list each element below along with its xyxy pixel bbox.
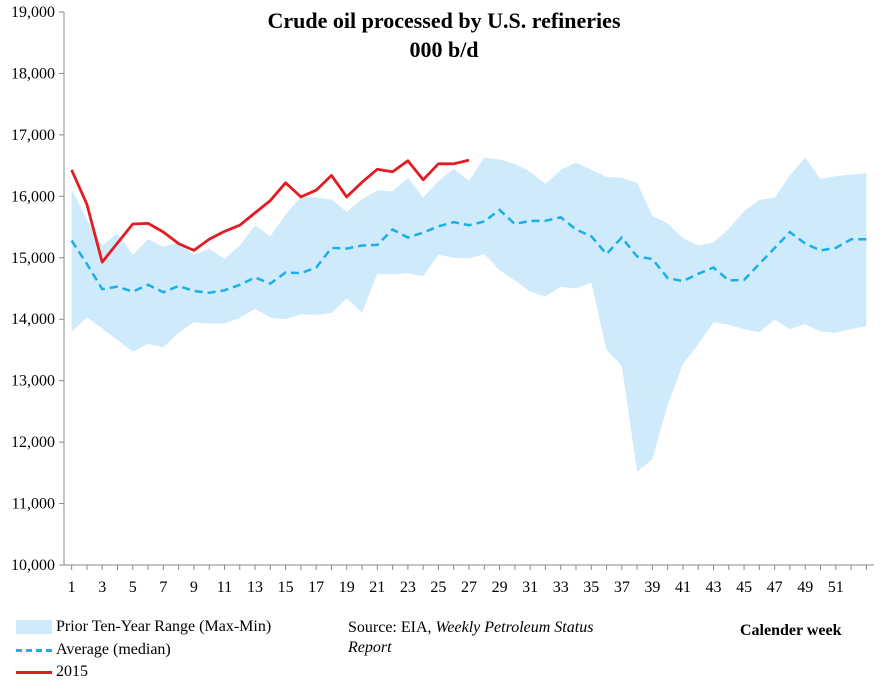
y-tick-label: 19,000 (11, 4, 55, 21)
legend-2015-label: 2015 (56, 663, 88, 680)
x-tick-label: 11 (217, 579, 232, 596)
x-tick-label: 3 (98, 579, 106, 596)
y-tick-label: 15,000 (11, 250, 55, 267)
legend-2015: 2015 (16, 663, 88, 681)
x-tick-label: 39 (644, 579, 660, 596)
source-publication-cont: Report (348, 639, 392, 656)
chart-subtitle: 000 b/d (409, 37, 479, 62)
legend-median-swatch (16, 648, 52, 652)
x-tick-label: 17 (308, 579, 324, 596)
x-tick-label: 45 (736, 579, 752, 596)
range-band (71, 157, 867, 472)
y-tick-label: 11,000 (12, 496, 55, 513)
y-tick-label: 14,000 (11, 311, 55, 328)
legend-median: Average (median) (16, 641, 171, 659)
x-tick-label: 5 (129, 579, 137, 596)
x-tick-label: 13 (247, 579, 263, 596)
x-tick-label: 27 (461, 579, 477, 596)
x-tick-label: 49 (797, 579, 813, 596)
x-tick-label: 1 (68, 579, 76, 596)
x-tick-label: 21 (369, 579, 385, 596)
source-publication: Weekly Petroleum Status (435, 619, 594, 636)
x-tick-label: 9 (190, 579, 198, 596)
legend-2015-swatch (16, 670, 52, 674)
x-tick-label: 37 (614, 579, 630, 596)
x-tick-label: 47 (767, 579, 783, 596)
legend-range-swatch (16, 620, 52, 634)
y-tick-label: 13,000 (11, 373, 55, 390)
y-tick-label: 10,000 (11, 557, 55, 574)
x-tick-label: 7 (159, 579, 167, 596)
x-tick-label: 35 (583, 579, 599, 596)
legend-median-label: Average (median) (56, 641, 171, 658)
x-tick-label: 19 (339, 579, 355, 596)
x-tick-label: 51 (828, 579, 844, 596)
x-tick-label: 25 (430, 579, 446, 596)
y-tick-label: 18,000 (11, 65, 55, 82)
legend-range-label: Prior Ten-Year Range (Max-Min) (56, 618, 272, 635)
x-tick-label: 41 (675, 579, 691, 596)
y-tick-label: 12,000 (11, 434, 55, 451)
x-tick-label: 29 (492, 579, 508, 596)
y-tick-label: 16,000 (11, 188, 55, 205)
chart-title: Crude oil processed by U.S. refineries (267, 8, 621, 33)
x-tick-label: 43 (706, 579, 722, 596)
x-tick-label: 15 (278, 579, 294, 596)
x-axis-label: Calender week (740, 622, 842, 639)
x-tick-label: 33 (553, 579, 569, 596)
source-prefix: Source: EIA, (348, 619, 436, 636)
series-2015-line (70, 158, 470, 264)
y-tick-label: 17,000 (11, 127, 55, 144)
x-tick-label: 23 (400, 579, 416, 596)
source-note: Source: EIA, Weekly Petroleum Status Rep… (348, 618, 593, 658)
legend-range: Prior Ten-Year Range (Max-Min) (16, 618, 271, 636)
median-line (70, 208, 867, 295)
x-tick-label: 31 (522, 579, 538, 596)
